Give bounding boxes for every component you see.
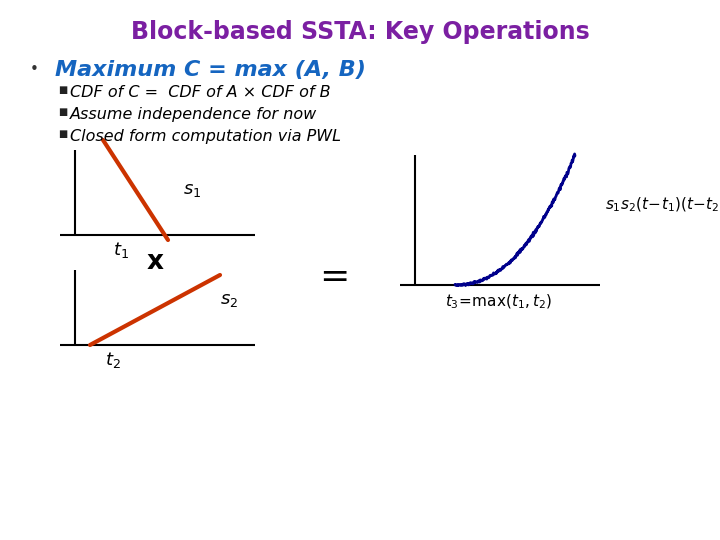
Text: $t_3\!=\!\max(t_1,t_2)$: $t_3\!=\!\max(t_1,t_2)$: [445, 293, 552, 312]
Text: $s_1 s_2(t\!-\!t_1)(t\!-\!t_2)$: $s_1 s_2(t\!-\!t_1)(t\!-\!t_2)$: [605, 196, 720, 214]
Text: ■: ■: [58, 107, 67, 117]
Text: ■: ■: [58, 129, 67, 139]
Text: $=$: $=$: [312, 258, 348, 292]
Text: $s_1$: $s_1$: [183, 181, 202, 199]
Text: $\mathbf{x}$: $\mathbf{x}$: [145, 249, 164, 275]
Text: ■: ■: [58, 85, 67, 95]
Text: Closed form computation via PWL: Closed form computation via PWL: [70, 129, 341, 144]
Text: $t_1$: $t_1$: [113, 240, 129, 260]
Text: $t_2$: $t_2$: [105, 350, 121, 370]
Text: CDF of C =  CDF of A × CDF of B: CDF of C = CDF of A × CDF of B: [70, 85, 330, 100]
Text: Block-based SSTA: Key Operations: Block-based SSTA: Key Operations: [130, 20, 590, 44]
Text: Assume independence for now: Assume independence for now: [70, 107, 318, 122]
Text: •: •: [30, 62, 39, 77]
Text: $s_2$: $s_2$: [220, 291, 238, 309]
Text: Maximum C = max (A, B): Maximum C = max (A, B): [55, 60, 366, 80]
